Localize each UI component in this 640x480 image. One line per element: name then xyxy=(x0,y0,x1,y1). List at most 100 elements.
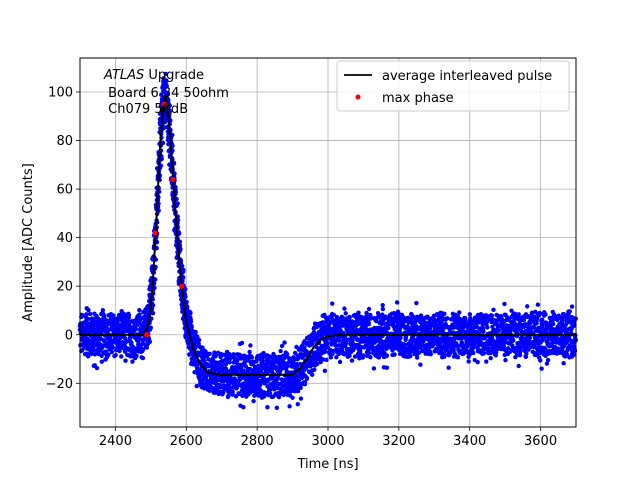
sample-point xyxy=(417,350,422,355)
sample-point xyxy=(386,325,391,331)
sample-point xyxy=(337,338,342,343)
sample-point xyxy=(485,325,490,330)
sample-point xyxy=(233,394,239,399)
sample-point xyxy=(207,351,212,356)
sample-point xyxy=(330,301,335,306)
sample-point xyxy=(202,386,207,391)
sample-point xyxy=(302,345,307,350)
sample-point xyxy=(279,343,285,349)
sample-point xyxy=(468,316,473,321)
sample-point xyxy=(347,315,352,320)
sample-point xyxy=(188,310,193,315)
sample-point xyxy=(183,294,188,300)
sample-point xyxy=(304,376,310,381)
sample-point xyxy=(350,338,355,343)
sample-point xyxy=(445,316,450,321)
sample-point xyxy=(159,156,164,162)
sample-point xyxy=(298,396,304,401)
sample-point xyxy=(505,346,511,351)
sample-point xyxy=(85,316,91,322)
sample-point xyxy=(325,340,330,346)
sample-point xyxy=(394,300,400,305)
y-tick-label: 100 xyxy=(48,85,73,100)
sample-point xyxy=(550,321,556,327)
sample-point xyxy=(379,321,385,327)
sample-point xyxy=(88,311,93,317)
sample-point xyxy=(442,311,447,317)
max-phase-point xyxy=(152,230,158,236)
sample-point xyxy=(522,345,528,351)
sample-point xyxy=(302,379,308,385)
sample-point xyxy=(538,358,543,363)
sample-point xyxy=(147,327,152,332)
sample-point xyxy=(235,358,240,363)
sample-point xyxy=(337,359,343,365)
sample-point xyxy=(357,348,363,354)
sample-point xyxy=(442,354,447,359)
sample-point xyxy=(241,368,246,373)
sample-point xyxy=(288,389,294,394)
sample-point xyxy=(398,335,403,341)
sample-point xyxy=(295,388,301,394)
sample-point xyxy=(488,349,494,354)
sample-point xyxy=(380,306,386,312)
x-tick-label: 3400 xyxy=(453,434,486,449)
sample-point xyxy=(247,349,252,355)
sample-point xyxy=(294,344,299,350)
sample-point xyxy=(475,359,480,365)
sample-point xyxy=(390,348,395,353)
sample-point xyxy=(486,346,491,351)
sample-point xyxy=(188,319,194,324)
sample-point xyxy=(488,355,493,361)
sample-point xyxy=(163,71,168,77)
sample-point xyxy=(334,354,339,360)
sample-point xyxy=(322,368,328,374)
sample-point xyxy=(366,350,372,356)
sample-point xyxy=(459,330,464,335)
sample-point xyxy=(189,323,194,329)
sample-point xyxy=(265,365,271,370)
sample-point xyxy=(324,357,329,363)
sample-point xyxy=(545,357,551,363)
annotation-line-3: Ch079 50dB xyxy=(104,102,188,117)
legend: average interleaved pulse max phase xyxy=(336,60,570,112)
sample-point xyxy=(315,361,320,367)
legend-point-swatch xyxy=(355,94,361,100)
sample-point xyxy=(527,335,533,341)
y-tick-label: 20 xyxy=(56,280,73,295)
x-tick-label: 3000 xyxy=(311,434,344,449)
max-phase-point xyxy=(179,283,185,289)
legend-entry-max-phase: max phase xyxy=(382,91,454,106)
sample-point xyxy=(467,312,473,317)
sample-point xyxy=(284,351,290,357)
x-axis-label: Time [ns] xyxy=(296,457,358,472)
sample-point xyxy=(134,353,139,359)
sample-point xyxy=(343,311,348,316)
x-axis: 2400 2600 2800 3000 3200 3400 3600 xyxy=(99,427,557,449)
x-tick-label: 2400 xyxy=(99,434,132,449)
sample-point xyxy=(265,405,270,410)
sample-point xyxy=(368,316,373,321)
sample-point xyxy=(352,354,358,359)
sample-point xyxy=(543,312,548,317)
sample-point xyxy=(99,359,104,364)
sample-point xyxy=(111,313,116,318)
sample-point xyxy=(408,353,413,359)
sample-point xyxy=(402,342,408,348)
sample-point xyxy=(484,319,490,324)
sample-point xyxy=(193,329,198,335)
sample-point xyxy=(428,352,433,357)
sample-point xyxy=(164,78,169,83)
sample-point xyxy=(165,137,171,143)
sample-point xyxy=(481,329,486,334)
sample-point xyxy=(194,383,199,389)
sample-point xyxy=(145,338,151,343)
sample-point xyxy=(237,341,243,347)
y-tick-label: −20 xyxy=(46,377,73,392)
sample-point xyxy=(153,277,158,282)
sample-point xyxy=(133,326,139,332)
x-tick-label: 3200 xyxy=(382,434,415,449)
sample-point xyxy=(144,345,150,350)
sample-point xyxy=(295,401,300,407)
